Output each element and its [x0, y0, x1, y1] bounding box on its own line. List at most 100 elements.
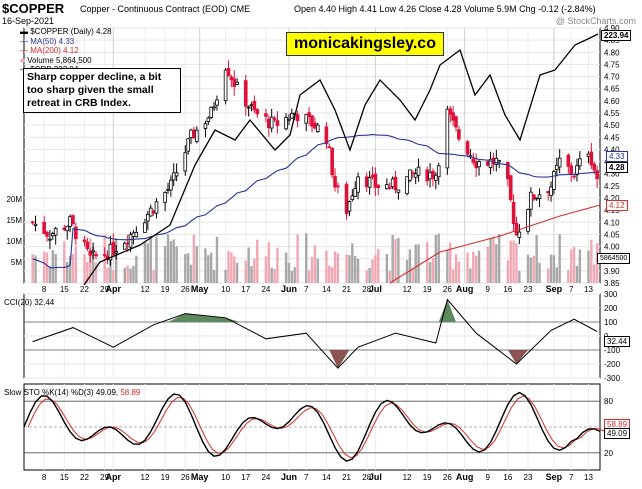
candle-body	[249, 104, 254, 107]
volume-bar	[330, 267, 334, 283]
volume-bar	[155, 236, 158, 283]
price-tick-label: 4.60	[604, 97, 620, 106]
volume-bar	[305, 233, 308, 283]
ohlc-summary: Open 4.40 High 4.41 Low 4.26 Close 4.28 …	[294, 4, 596, 14]
price-tick-label: 4.10	[604, 218, 620, 227]
volume-bar	[224, 269, 227, 283]
volume-bar	[207, 255, 210, 283]
candle-body	[555, 164, 559, 171]
volume-bar	[51, 250, 54, 283]
candle-body	[91, 250, 95, 253]
volume-bar	[529, 257, 533, 283]
volume-bar	[509, 240, 512, 283]
candle-body	[255, 109, 260, 115]
price-tick-label: 4.30	[604, 170, 620, 179]
candle-body	[431, 170, 435, 179]
volume-bar	[210, 252, 213, 283]
chart-date: 16-Sep-2021	[2, 16, 55, 26]
candle-body	[531, 194, 536, 200]
volume-bar	[284, 252, 288, 283]
price-tick-label: 4.75	[604, 60, 620, 69]
volume-bar	[135, 255, 138, 283]
volume-bar	[132, 265, 135, 283]
candle-body	[131, 232, 136, 237]
candle-body	[344, 183, 349, 215]
volume-bar	[391, 234, 394, 283]
volume-tick-label: 5M	[11, 258, 22, 267]
candle-body	[367, 177, 372, 188]
candle-body	[445, 108, 450, 169]
candle-body	[534, 197, 539, 200]
volume-bar	[552, 255, 556, 283]
x-tick-label: 17	[241, 473, 250, 482]
volume-bar	[184, 254, 187, 283]
volume-bar	[189, 264, 193, 283]
volume-bar	[204, 248, 207, 283]
volume-bar	[558, 234, 561, 283]
x-tick-label: 28	[362, 285, 371, 294]
candle-body	[546, 191, 550, 194]
overlay-lines	[32, 33, 601, 286]
candle-body	[42, 221, 46, 234]
candle-body	[327, 146, 332, 149]
volume-tick-label: 15M	[6, 216, 22, 225]
price-tick-label: 3.85	[604, 279, 620, 288]
volume-bar	[235, 263, 239, 283]
volume-bar	[555, 267, 558, 283]
candle-body	[123, 242, 127, 250]
candle-body	[62, 227, 67, 231]
volume-bar	[428, 262, 432, 283]
candle-body	[347, 201, 352, 212]
volume-bar	[233, 256, 236, 283]
volume-bar	[426, 242, 429, 283]
candle-body	[154, 201, 159, 214]
x-tick-label: 13	[584, 285, 593, 294]
price-tick-label: 4.40	[604, 145, 620, 154]
volume-bar	[149, 237, 152, 283]
volume-bars	[31, 233, 599, 283]
volume-bar	[492, 236, 495, 283]
volume-bar	[414, 244, 417, 283]
candle-body	[330, 147, 334, 176]
candle-body	[370, 175, 375, 178]
volume-bar	[354, 255, 357, 283]
volume-bar	[526, 254, 530, 283]
cci-value-tag: 32.44	[604, 336, 631, 347]
candle-body	[350, 195, 355, 200]
sto-d-line	[27, 395, 605, 459]
x-tick-label: 10	[221, 473, 230, 482]
candle-body	[51, 233, 55, 237]
volume-bar	[437, 233, 440, 283]
volume-tick-label: 20M	[6, 195, 22, 204]
volume-tag: 5864500	[597, 253, 631, 264]
candle-body	[65, 225, 70, 232]
candle-body	[48, 238, 52, 241]
candle-body	[506, 161, 510, 180]
volume-bar	[570, 249, 573, 283]
volume-bar	[34, 255, 37, 283]
x-tick-label: 28	[362, 473, 371, 482]
price-tick-label: 3.90	[604, 267, 620, 276]
volume-bar	[166, 234, 170, 283]
volume-bar	[212, 269, 216, 283]
price-tick-label: 4.05	[604, 230, 620, 239]
volume-bar	[175, 246, 178, 283]
price-tick-label: 4.25	[604, 182, 620, 191]
volume-bar	[273, 269, 276, 283]
volume-bar	[192, 234, 196, 283]
price-tick-label: 4.45	[604, 133, 620, 142]
volume-bar	[578, 249, 582, 283]
candle-body	[491, 157, 496, 165]
x-tick-label: 21	[342, 473, 351, 482]
volume-bar	[71, 253, 75, 283]
candle-body	[390, 178, 395, 188]
candle-body	[209, 106, 214, 118]
cci-label: CCI(20) 32.44	[4, 298, 55, 307]
cci-tick-label: 300	[604, 290, 618, 299]
x-tick-label: May	[191, 472, 209, 482]
candle-body	[151, 210, 156, 214]
candle-body	[448, 108, 453, 115]
candle-body	[146, 213, 150, 222]
price-tick-label: 4.70	[604, 73, 620, 82]
volume-bar	[256, 239, 259, 283]
